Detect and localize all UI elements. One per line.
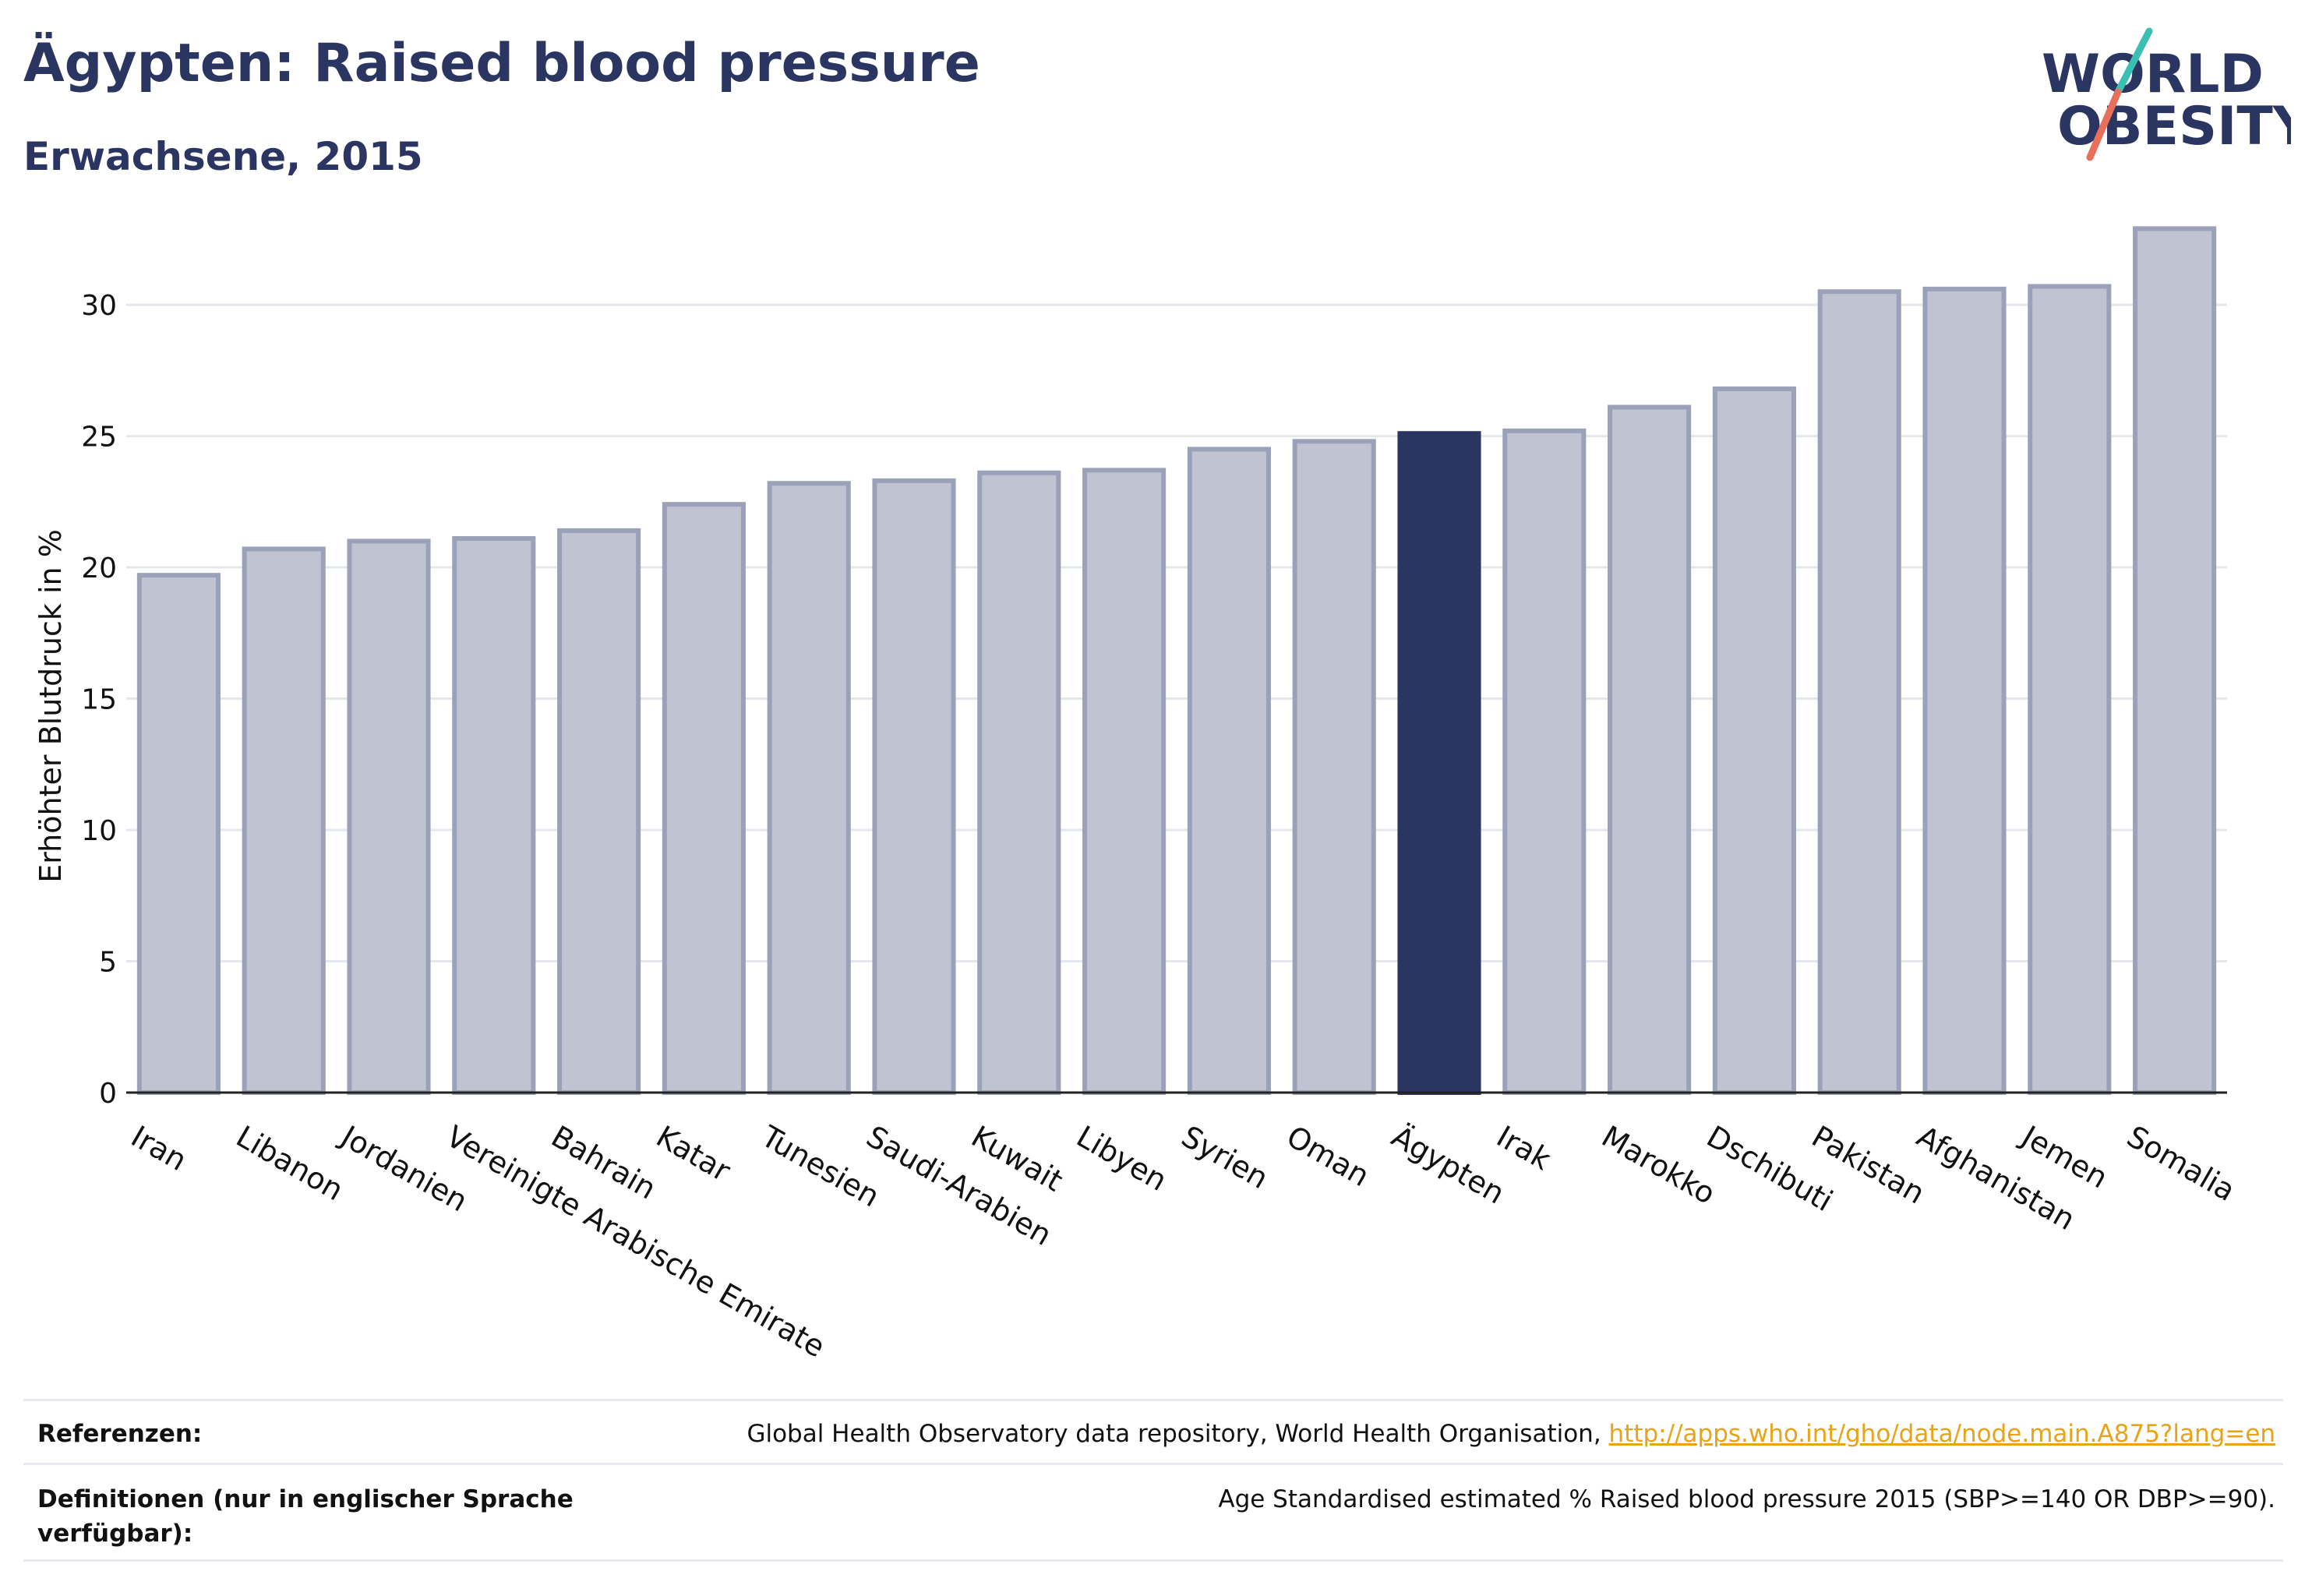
bar (1082, 468, 1167, 1095)
page-subtitle: Erwachsene, 2015 (23, 134, 423, 179)
bar-layer (136, 226, 2217, 1096)
bar (1922, 286, 2007, 1096)
y-tick-label: 5 (99, 947, 117, 979)
y-tick-label: 25 (81, 422, 117, 454)
references-label: Referenzen: (37, 1420, 203, 1448)
x-tick-label: Libanon (231, 1119, 349, 1207)
x-tick-label: Katar (651, 1119, 736, 1188)
world-obesity-logo: WORLD OBESITY (2042, 27, 2291, 161)
y-tick-label: 10 (81, 815, 117, 847)
bar (1608, 404, 1692, 1095)
references-row: Referenzen: Global Health Observatory da… (23, 1399, 2283, 1465)
y-tick-label: 30 (81, 290, 117, 322)
x-tick-label: Libyen (1071, 1119, 1173, 1198)
y-tick-labels: 0 5 10 15 20 25 30 (81, 290, 117, 1110)
references-value: Global Health Observatory data repositor… (747, 1417, 2275, 1451)
bar (872, 478, 956, 1095)
bar (2028, 284, 2112, 1095)
bar (1712, 386, 1796, 1095)
footer-bottom-rule (23, 1559, 2283, 1562)
x-tick-label: Saudi-Arabien (861, 1119, 1057, 1252)
bar (136, 573, 221, 1095)
logo-line1: WORLD (2042, 44, 2264, 105)
bar (1187, 447, 1271, 1095)
x-tick-label: Iran (125, 1119, 192, 1178)
bar (347, 538, 431, 1095)
definitions-row: Definitionen (nur in englischer Sprache … (23, 1463, 2283, 1562)
bar (662, 502, 746, 1095)
bar (452, 535, 536, 1095)
references-link[interactable]: http://apps.who.int/gho/data/node.main.A… (1608, 1420, 2275, 1448)
x-tick-label: Somalia (2121, 1119, 2241, 1208)
grid-layer (126, 303, 2227, 963)
page-title: Ägypten: Raised blood pressure (23, 33, 980, 94)
footer: Referenzen: Global Health Observatory da… (23, 1399, 2283, 1562)
x-tick-label: Marokko (1596, 1119, 1721, 1211)
y-axis-label: Erhöhter Blutdruck in % (34, 529, 68, 883)
definitions-label: Definitionen (nur in englischer Sprache … (37, 1485, 574, 1548)
x-tick-label: Syrien (1176, 1119, 1274, 1195)
logo-slash-teal-icon (2114, 27, 2153, 96)
bar (977, 470, 1061, 1095)
logo-slash-coral-icon (2086, 88, 2122, 161)
definitions-value: Age Standardised estimated % Raised bloo… (1218, 1485, 2275, 1513)
y-tick-label: 0 (99, 1078, 117, 1110)
bar-highlighted (1397, 431, 1481, 1095)
y-tick-label: 20 (81, 553, 117, 584)
bar (1817, 289, 1901, 1095)
x-tick-label: Tunesien (755, 1118, 885, 1213)
y-tick-label: 15 (81, 684, 117, 716)
bar (557, 528, 641, 1095)
references-text: Global Health Observatory data repositor… (747, 1420, 1609, 1448)
bar (1292, 439, 1376, 1095)
x-tick-label: Ägypten (1386, 1119, 1511, 1211)
bar (2133, 226, 2217, 1095)
x-tick-label: Irak (1491, 1119, 1556, 1177)
bar (1502, 428, 1587, 1095)
x-tick-label: Oman (1281, 1119, 1375, 1193)
bar (767, 481, 851, 1095)
bar (242, 546, 326, 1095)
